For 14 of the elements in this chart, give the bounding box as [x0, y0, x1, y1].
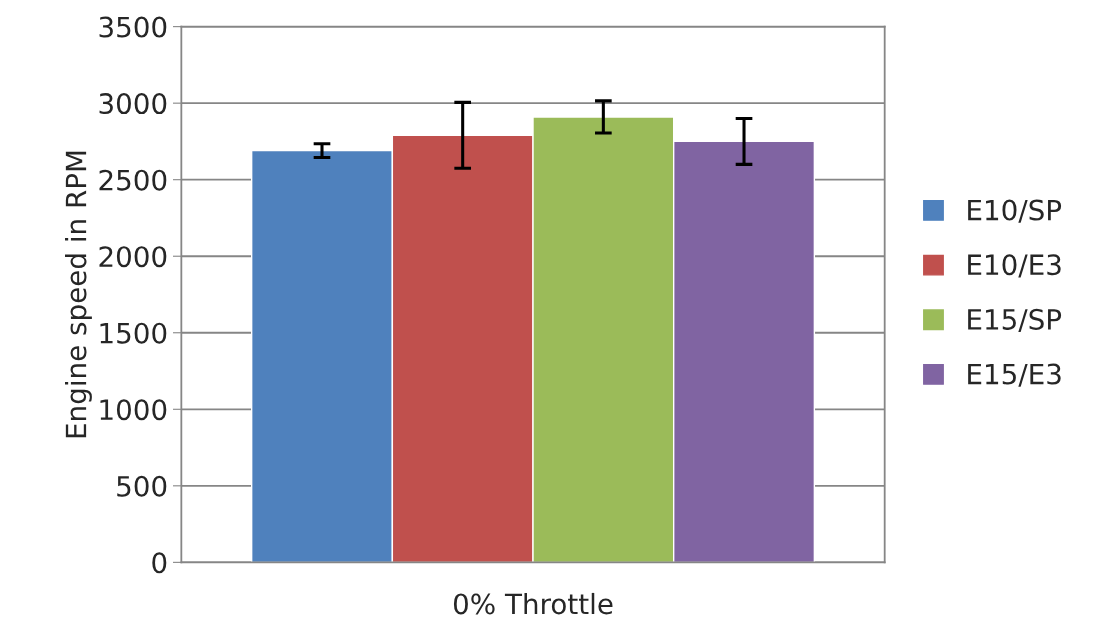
- y-tick-label: 1000: [100, 399, 167, 421]
- y-tick-label: 3500: [99, 16, 167, 38]
- x-tick-label: 0% Throttle: [453, 592, 613, 615]
- y-tick-label: 2000: [99, 246, 167, 268]
- legend-label: E10/SP: [968, 199, 1062, 223]
- y-tick-label: 0: [152, 552, 167, 574]
- y-tick-label: 1500: [100, 322, 167, 344]
- legend-label: E15/E3: [968, 363, 1061, 387]
- legend-label: E15/SP: [968, 308, 1062, 333]
- y-tick-label: 3000: [99, 93, 167, 115]
- legend-label: E10/E3: [968, 254, 1061, 278]
- y-tick-label: 2500: [99, 169, 167, 191]
- y-axis-title: Engine speed in RPM: [65, 151, 92, 438]
- y-tick-label: 500: [117, 475, 167, 497]
